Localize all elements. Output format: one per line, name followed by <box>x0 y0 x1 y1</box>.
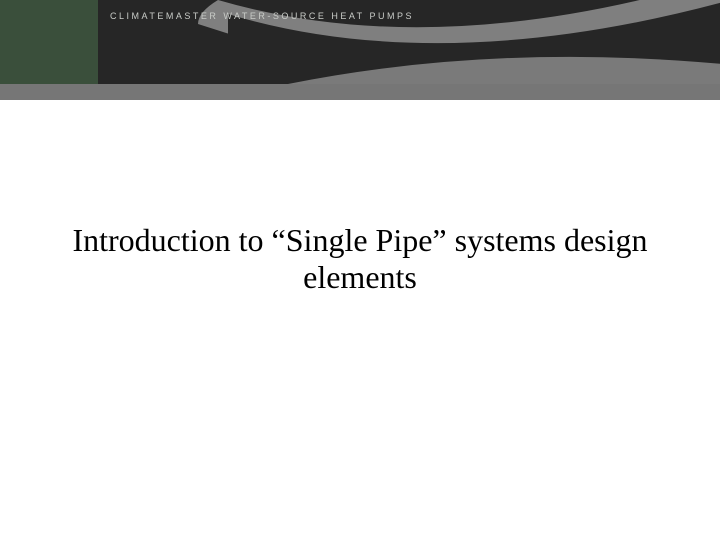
brand-tagline: CLIMATEMASTER WATER-SOURCE HEAT PUMPS <box>110 11 414 21</box>
slide-header: CLIMATEMASTER WATER-SOURCE HEAT PUMPS <box>0 0 720 100</box>
slide-title: Introduction to “Single Pipe” systems de… <box>40 222 680 296</box>
header-green-panel <box>0 0 98 84</box>
header-bottom-strip <box>0 84 720 100</box>
slide-body: Introduction to “Single Pipe” systems de… <box>0 100 720 540</box>
